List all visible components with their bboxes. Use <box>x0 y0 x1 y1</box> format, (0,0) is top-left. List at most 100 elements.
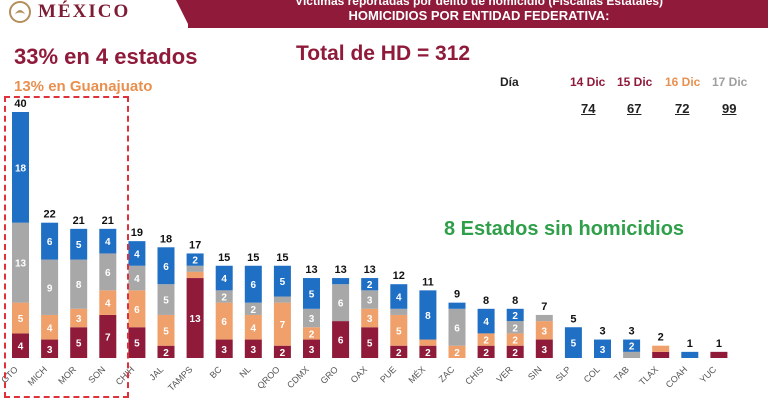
bar-segment-chis-15-dic <box>477 333 495 346</box>
x-tick-label: TAB <box>612 364 631 383</box>
segment-label: 5 <box>163 326 169 337</box>
segment-label: 2 <box>396 348 402 359</box>
bar-segment-jal-17-dic <box>157 247 175 285</box>
bar-segment-chis-17-dic <box>477 308 495 334</box>
segment-label: 2 <box>367 280 373 291</box>
bar-total-label: 15 <box>276 252 288 264</box>
bar-segment-gto-15-dic <box>12 302 29 334</box>
segment-label: 6 <box>221 317 227 328</box>
bar-segment-tamps-14-dic <box>186 278 204 358</box>
bar-segment-cdmx-17-dic <box>303 278 320 309</box>
x-tick-label: QROO <box>255 364 282 391</box>
segment-label: 4 <box>221 274 227 285</box>
segment-label: 18 <box>15 163 27 174</box>
bar-segment-son-17-dic <box>99 228 117 254</box>
bar-segment-cdmx-15-dic <box>303 327 320 340</box>
segment-label: 6 <box>338 299 344 310</box>
bar-total-label: 15 <box>247 252 259 264</box>
bar-total-label: 13 <box>334 264 346 276</box>
segment-label: 2 <box>221 293 227 304</box>
bar-segment-son-16-dic <box>99 253 117 291</box>
bar-segment-oax-14-dic <box>361 327 379 358</box>
segment-label: 3 <box>542 345 548 356</box>
bar-total-label: 11 <box>422 276 434 288</box>
segment-label: 9 <box>47 283 53 294</box>
segment-label: 4 <box>18 342 24 353</box>
bar-total-label: 3 <box>599 326 605 338</box>
x-tick-label: BC <box>208 364 224 380</box>
segment-label: 5 <box>280 277 286 288</box>
segment-label: 13 <box>190 314 202 325</box>
eagle-seal-icon <box>9 1 31 23</box>
bar-segment-nl-14-dic <box>244 339 262 358</box>
bar-segment-ver-17-dic <box>506 308 524 322</box>
bar-segment-chih-15-dic <box>128 290 146 328</box>
segment-label: 5 <box>309 289 315 300</box>
bar-segment-gto-14-dic <box>12 333 29 358</box>
day-label-16: 16 Dic <box>665 75 701 89</box>
bar-total-label: 12 <box>393 270 405 282</box>
segment-label: 3 <box>367 314 373 325</box>
segment-label: 5 <box>134 339 140 350</box>
segment-label: 2 <box>280 348 286 359</box>
bar-segment-oax-15-dic <box>361 308 379 328</box>
segment-label: 2 <box>512 323 518 334</box>
bar-segment-mor-14-dic <box>70 327 88 358</box>
day-value-14: 74 <box>581 101 596 116</box>
bar-segment-chih-14-dic <box>128 327 146 358</box>
bar-segment-ver-14-dic <box>506 345 524 358</box>
bar-segment-bc-14-dic <box>215 339 233 358</box>
bar-segment-oax-17-dic <box>361 278 379 291</box>
segment-label: 3 <box>309 314 315 325</box>
day-value-15: 67 <box>627 101 642 116</box>
bar-total-label: 13 <box>305 264 317 276</box>
segment-label: 6 <box>454 323 460 334</box>
segment-label: 6 <box>338 336 344 347</box>
bar-segment-sin-14-dic <box>535 339 553 358</box>
segment-label: 3 <box>47 345 53 356</box>
segment-label: 8 <box>425 311 431 322</box>
bar-total-label: 1 <box>687 338 693 350</box>
header-subtitle: Víctimas reportadas por delito de homici… <box>294 0 664 8</box>
segment-label: 2 <box>454 348 460 359</box>
bar-segment-yuc-14-dic <box>710 351 728 358</box>
header-band <box>188 0 768 28</box>
bar-total-label: 5 <box>570 313 576 325</box>
bar-segment-mich-15-dic <box>41 314 59 340</box>
x-tick-label: CDMX <box>285 364 311 390</box>
bar-segment-mor-15-dic <box>70 308 88 328</box>
segment-label: 4 <box>105 299 111 310</box>
bar-total-label: 17 <box>189 239 201 251</box>
bar-segment-gro-17-dic <box>332 278 350 285</box>
bar-segment-cdmx-14-dic <box>303 339 320 358</box>
x-tick-label: COL <box>582 364 602 384</box>
segment-label: 2 <box>163 348 169 359</box>
segment-label: 2 <box>251 305 257 316</box>
bar-segment-tab-16-dic <box>623 351 641 358</box>
segment-label: 2 <box>483 348 489 359</box>
bar-segment-méx-15-dic <box>419 339 437 346</box>
bar-segment-nl-17-dic <box>244 265 262 303</box>
bar-segment-qroo-15-dic <box>273 302 291 346</box>
bar-total-label: 21 <box>73 215 85 227</box>
bar-segment-méx-17-dic <box>419 290 437 340</box>
guanajuato-stat: 13% en Guanajuato <box>14 78 153 95</box>
bar-segment-coah-17-dic <box>681 351 699 358</box>
bar-segment-mor-16-dic <box>70 259 88 309</box>
x-tick-label: JAL <box>147 364 165 382</box>
bar-segment-zac-17-dic <box>448 302 466 309</box>
bar-segment-gro-14-dic <box>332 321 350 358</box>
day-label-14: 14 Dic <box>570 75 606 89</box>
bar-segment-pue-14-dic <box>390 345 408 358</box>
day-value-17: 99 <box>722 101 737 116</box>
segment-label: 4 <box>105 237 111 248</box>
bar-segment-méx-14-dic <box>419 345 437 358</box>
bar-segment-gto-16-dic <box>12 222 29 303</box>
bar-segment-mich-14-dic <box>41 339 59 358</box>
logo-text: MÉXICO <box>38 1 131 22</box>
bar-total-label: 9 <box>454 289 460 301</box>
bar-segment-gto-17-dic <box>12 112 29 223</box>
x-tick-label: ZAC <box>437 364 457 384</box>
segment-label: 5 <box>76 339 82 350</box>
segment-label: 3 <box>221 345 227 356</box>
